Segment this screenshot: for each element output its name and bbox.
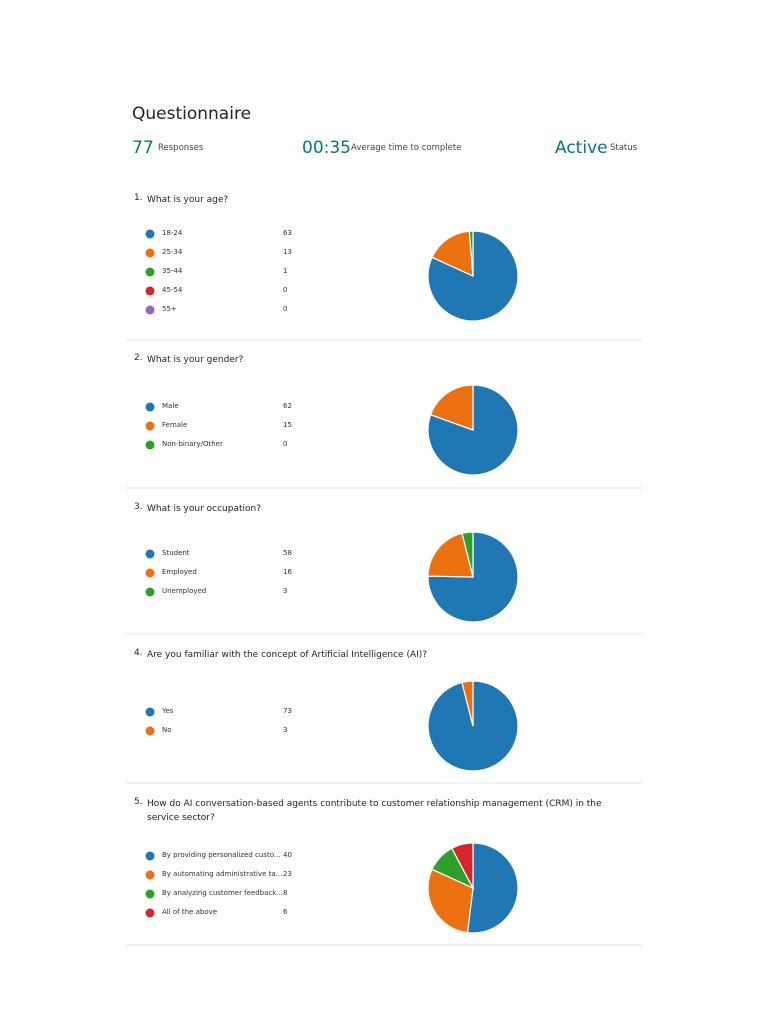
legend-label: By analyzing customer feedback...	[162, 889, 284, 897]
legend-swatch	[145, 248, 155, 258]
legend-label: 25-34	[162, 248, 183, 256]
legend-count: 58	[283, 549, 292, 557]
pie-slice	[451, 842, 474, 889]
question-number: 3.	[134, 502, 143, 512]
form-title: Questionnaire	[132, 104, 252, 124]
stat-label: Status	[610, 143, 638, 153]
legend-swatch	[145, 587, 155, 597]
legend-count: 3	[283, 587, 288, 595]
legend-count: 40	[283, 851, 292, 859]
legend-count: 15	[283, 421, 292, 429]
legend-label: By providing personalized custo...	[162, 851, 281, 859]
legend-count: 3	[283, 726, 288, 734]
legend-count: 63	[283, 229, 292, 237]
legend-count: 16	[283, 568, 292, 576]
legend-swatch	[145, 870, 155, 880]
question-number: 5.	[134, 797, 143, 807]
legend-swatch	[145, 229, 155, 239]
legend-count: 1	[283, 267, 288, 275]
question-number: 2.	[134, 353, 143, 363]
legend-label: 45-54	[162, 286, 183, 294]
legend-label: Employed	[162, 568, 197, 576]
pie-slice	[427, 532, 474, 578]
pie-slice	[461, 531, 474, 578]
legend-label: 35-44	[162, 267, 183, 275]
legend-label: 18-24	[162, 229, 183, 237]
legend-swatch	[145, 851, 155, 861]
legend-swatch	[145, 908, 155, 918]
pie-slice	[427, 868, 474, 934]
legend-count: 13	[283, 248, 292, 256]
pie-slice	[461, 680, 474, 727]
legend-label: 55+	[162, 305, 177, 313]
legend-swatch	[145, 440, 155, 450]
legend-count: 8	[283, 889, 288, 897]
legend-label: All of the above	[162, 908, 218, 916]
legend-swatch	[145, 305, 155, 315]
legend-count: 0	[283, 286, 288, 294]
question-number: 4.	[134, 648, 143, 658]
legend-label: Male	[162, 402, 179, 410]
legend-count: 62	[283, 402, 292, 410]
legend-count: 0	[283, 440, 288, 448]
legend-label: Yes	[162, 707, 174, 715]
legend-label: No	[162, 726, 172, 734]
pie-slice	[427, 384, 519, 476]
stat-value: 00:35	[302, 138, 351, 158]
stat-value: Active	[555, 138, 608, 158]
legend-label: Unemployed	[162, 587, 207, 595]
legend-swatch	[145, 402, 155, 412]
legend-label: Non-binary/Other	[162, 440, 223, 448]
legend-swatch	[145, 726, 155, 736]
pie-slice	[468, 230, 474, 277]
legend-count: 73	[283, 707, 292, 715]
question-number: 1.	[134, 193, 143, 203]
legend-count: 0	[283, 305, 288, 313]
legend-swatch	[145, 421, 155, 431]
question-title: Are you familiar with the concept of Art…	[147, 650, 428, 660]
pie-slice	[466, 842, 519, 934]
legend-swatch	[145, 267, 155, 277]
legend-label: Student	[162, 549, 190, 557]
legend-swatch	[145, 549, 155, 559]
legend-swatch	[145, 707, 155, 717]
legend-count: 6	[283, 908, 288, 916]
pie-slice	[429, 384, 474, 431]
question-title: What is your gender?	[147, 355, 244, 365]
question-title: How do AI conversation-based agents cont…	[147, 799, 602, 823]
pie-slice	[431, 230, 474, 277]
legend-swatch	[145, 286, 155, 296]
legend-count: 23	[283, 870, 292, 878]
legend-label: Female	[162, 421, 188, 429]
legend-label: By automating administrative ta...	[162, 870, 283, 878]
question-title: What is your age?	[147, 195, 229, 205]
question-title: What is your occupation?	[147, 504, 262, 514]
stat-label: Responses	[158, 143, 204, 153]
legend-swatch	[145, 889, 155, 899]
legend-swatch	[145, 568, 155, 578]
stat-label: Average time to complete	[351, 143, 462, 153]
stat-value: 77	[132, 138, 154, 158]
